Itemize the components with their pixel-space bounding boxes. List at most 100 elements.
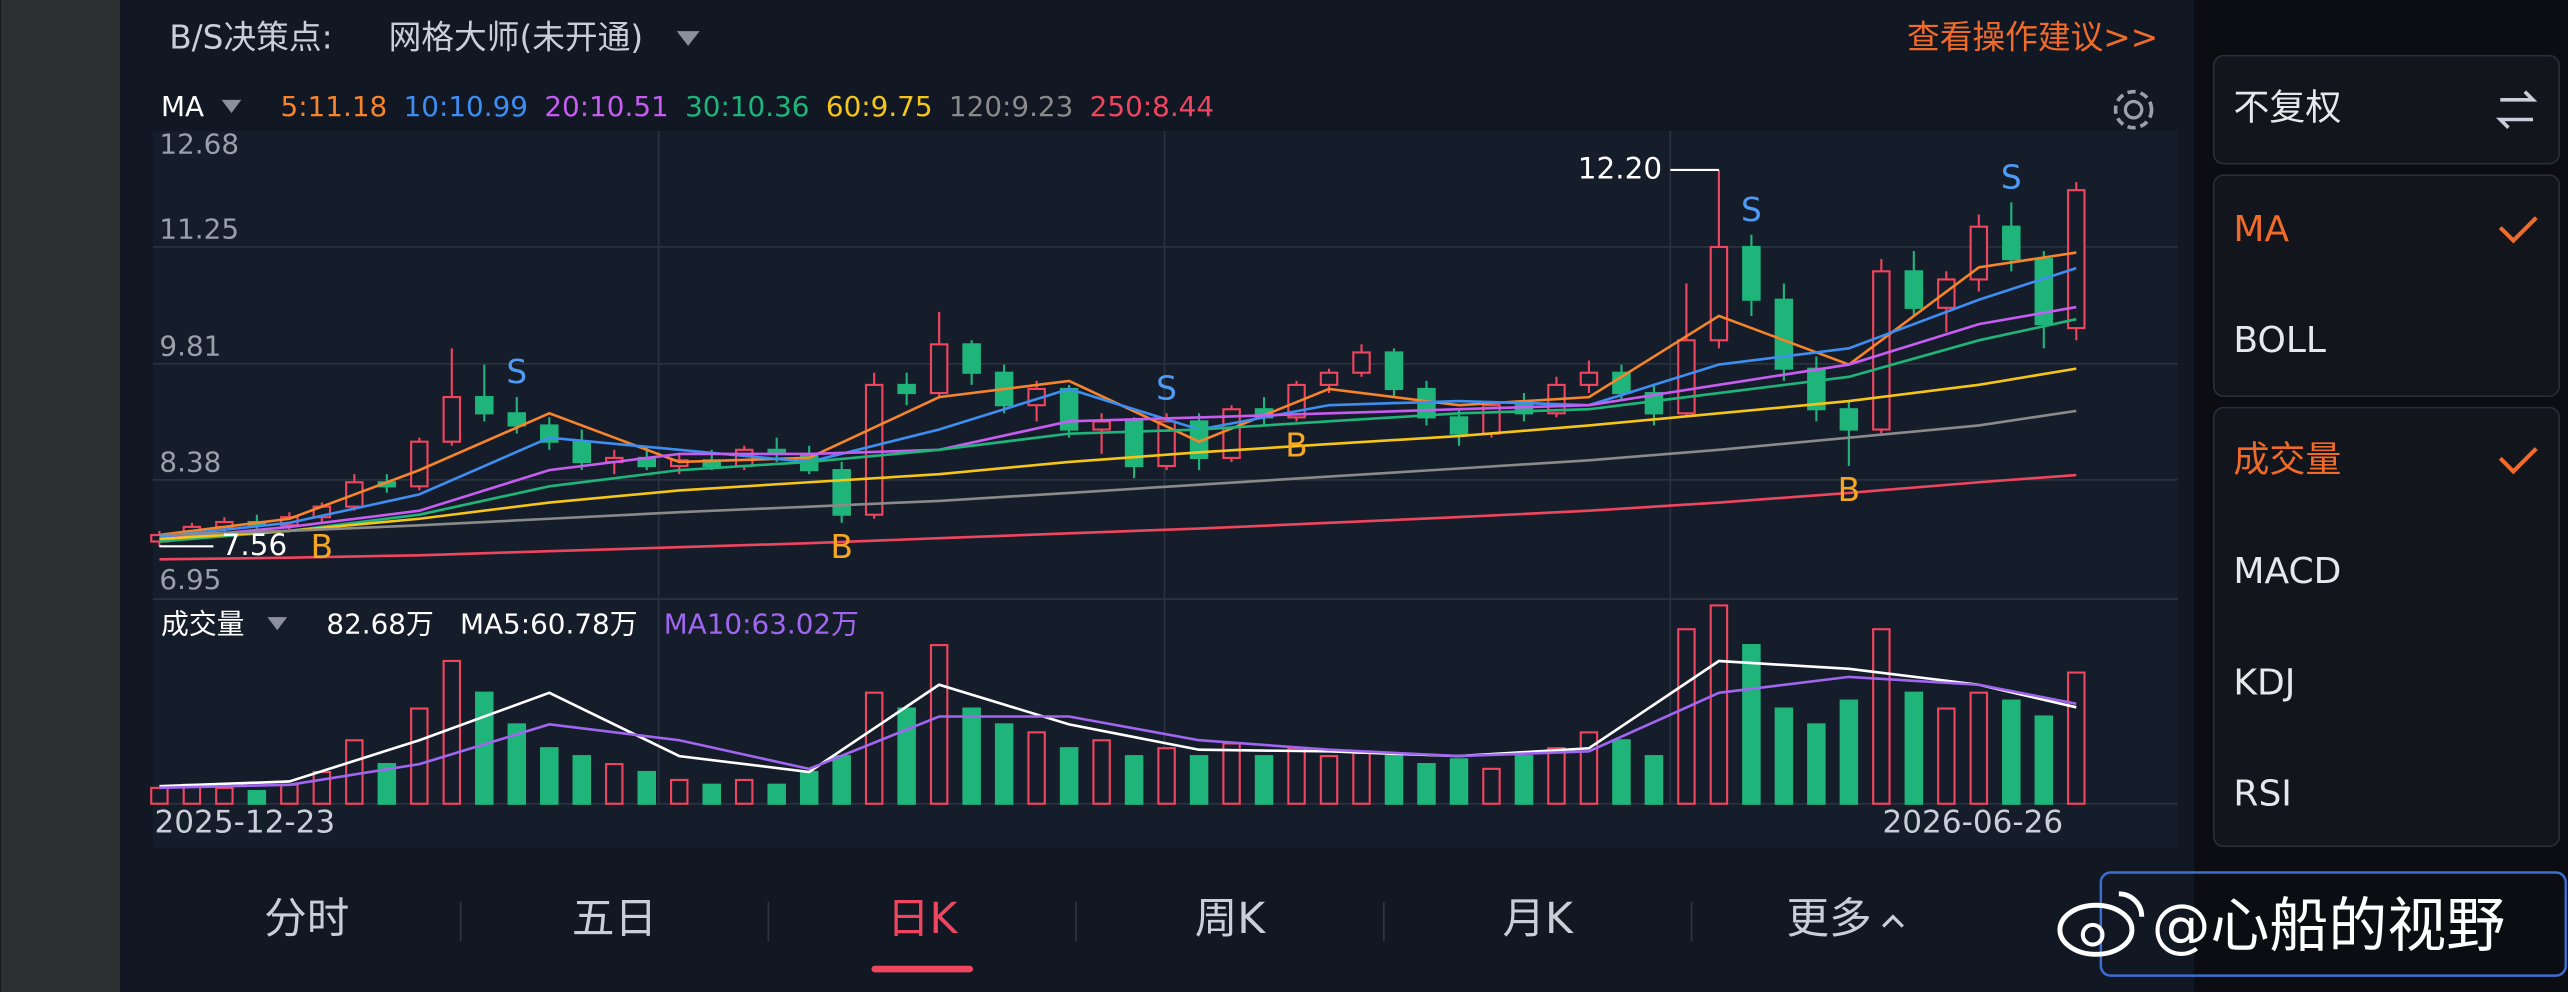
signal-marker: S <box>506 353 527 391</box>
volume-ma-legend: MA10:63.02万 <box>664 607 859 640</box>
volume-bar <box>799 770 819 805</box>
ma-legend-item: 60:9.75 <box>826 90 933 123</box>
tab[interactable]: 月K <box>1503 894 1575 944</box>
indicator-option[interactable]: 成交量 <box>2233 440 2341 481</box>
volume-bar <box>669 778 689 805</box>
logo-eye <box>2080 922 2105 947</box>
candle-body <box>864 383 884 516</box>
volume-bar <box>1059 747 1079 805</box>
volume-bar <box>1222 742 1241 805</box>
dropdown-arrow[interactable] <box>676 31 700 46</box>
strategy[interactable]: 网格大师(未开通) <box>389 18 644 56</box>
volume-bar <box>1839 699 1859 805</box>
signal-marker: B <box>1285 427 1307 465</box>
volume-label[interactable]: 成交量 <box>161 607 244 640</box>
tab[interactable]: 周K <box>1195 894 1267 944</box>
candle-body <box>2067 189 2086 330</box>
candle-body <box>410 440 429 488</box>
volume-bar <box>150 786 169 805</box>
candle-body <box>962 343 981 374</box>
volume-bar <box>1384 755 1404 805</box>
volume-bar <box>1807 723 1826 805</box>
volume-bar <box>280 783 299 805</box>
candle-body <box>897 383 916 395</box>
volume-ma-legend: MA5:60.78万 <box>460 607 638 640</box>
option-box <box>2212 54 2561 165</box>
volume-bar <box>2034 715 2054 805</box>
volume-bar <box>734 778 754 805</box>
volume-bar <box>475 691 494 805</box>
gear-hub[interactable] <box>2123 99 2144 120</box>
ma-legend-item: 250:8.44 <box>1090 90 1214 123</box>
tab[interactable]: 分时 <box>264 894 349 944</box>
candle-body <box>1709 245 1729 342</box>
volume-bar <box>410 707 429 805</box>
candle-body <box>1742 245 1761 301</box>
volume-bar <box>929 644 949 805</box>
tab[interactable]: 日K <box>887 894 959 944</box>
x-date-label: 2026-06-26 <box>1882 804 2063 840</box>
candle-body <box>1352 351 1371 374</box>
signal-marker: B <box>311 528 333 566</box>
volume-bar <box>442 659 462 805</box>
gear[interactable] <box>2113 89 2154 130</box>
candle-body <box>507 412 527 427</box>
volume-bar <box>637 770 656 805</box>
volume-bar <box>1157 747 1176 805</box>
indicator-option[interactable]: MACD <box>2233 551 2341 592</box>
volume-bar <box>1319 755 1339 805</box>
advice-link[interactable]: 查看操作建议>> <box>1907 18 2158 56</box>
tab-underline <box>871 965 973 973</box>
indicator-option[interactable]: MA <box>2233 209 2289 250</box>
candle-body <box>1839 408 1859 431</box>
volume-bar <box>1709 604 1729 805</box>
volume-bar <box>1417 763 1436 805</box>
switch-icon[interactable] <box>2495 90 2538 129</box>
indicator-list: MA BOLL 成交量 MACD KDJ RSI <box>2233 209 2538 815</box>
y-tick-label: 12.68 <box>159 128 239 161</box>
candle-body <box>1092 420 1111 431</box>
tab[interactable]: 五日 <box>572 894 657 944</box>
highlight-box <box>2099 871 2567 977</box>
indicator-option[interactable]: BOLL <box>2233 320 2326 361</box>
high-label: 12.20 <box>1578 151 1662 185</box>
settings-icon[interactable] <box>2113 89 2154 130</box>
volume-ma-line <box>159 659 2077 788</box>
signal-marker: S <box>1741 191 1762 229</box>
x-date-label: 2025-12-23 <box>154 804 335 840</box>
ma-legend-item: 120:9.23 <box>949 90 1073 123</box>
adjust-option[interactable]: 不复权 <box>2233 88 2341 129</box>
volume-bar <box>1449 758 1469 805</box>
indicator-option[interactable]: KDJ <box>2233 662 2295 703</box>
volume-bar <box>1547 747 1566 805</box>
volume-bar <box>832 755 851 805</box>
ma-line <box>159 251 2077 537</box>
option-box <box>2212 406 2561 848</box>
dropdown-arrow[interactable] <box>267 617 288 631</box>
candle-body <box>475 396 494 415</box>
signal-marker: S <box>2001 158 2022 196</box>
y-tick-label: 11.25 <box>159 213 239 246</box>
volume-bar <box>540 747 559 805</box>
volume-bar <box>605 763 624 805</box>
candle-body <box>1514 404 1534 415</box>
volume-legend: 82.68万 MA5:60.78万 MA10:63.02万 <box>326 607 859 640</box>
y-tick-label: 9.81 <box>159 329 221 362</box>
tab[interactable]: 更多 <box>1787 894 1872 944</box>
grid: 12.68 11.25 9.81 8.38 6.95 <box>152 128 2178 596</box>
ma-label[interactable]: MA <box>161 90 204 123</box>
more-chevron[interactable] <box>1881 914 1904 928</box>
volume-bar <box>1092 739 1111 805</box>
volume-bar <box>1904 691 1924 805</box>
volume-bar <box>1124 755 1144 805</box>
volume-ma-line <box>159 675 2077 790</box>
candle-body <box>572 440 592 464</box>
volume-bar <box>1189 755 1209 805</box>
ma-line <box>159 409 2077 537</box>
volume-bar <box>1514 755 1534 805</box>
dropdown-arrow[interactable] <box>221 99 242 113</box>
indicator-option[interactable]: RSI <box>2233 774 2291 815</box>
candle-body <box>832 469 851 516</box>
y-tick-label: 8.38 <box>159 445 221 478</box>
volume-bar <box>1352 751 1371 805</box>
